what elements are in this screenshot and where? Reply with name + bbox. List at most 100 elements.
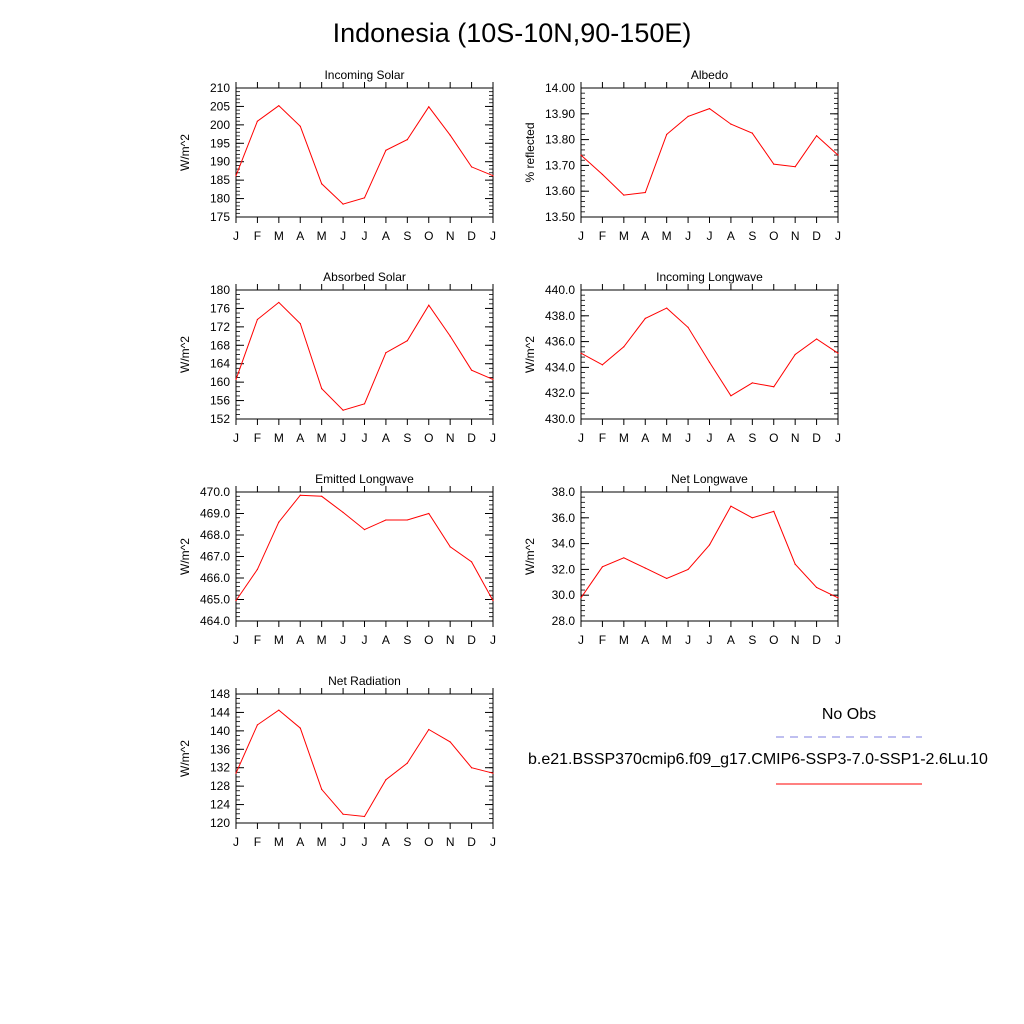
x-tick-label: M — [317, 431, 327, 445]
y-tick-label: 168 — [210, 338, 230, 352]
y-tick-label: 13.50 — [545, 210, 575, 224]
data-point — [299, 727, 301, 729]
legend-label: b.e21.BSSP370cmip6.f09_g17.CMIP6-SSP3-7.… — [528, 751, 988, 768]
x-tick-label: D — [467, 431, 476, 445]
y-tick-label: 469.0 — [200, 507, 230, 521]
page-title: Indonesia (10S-10N,90-150E) — [332, 18, 692, 48]
x-tick-label: M — [274, 835, 284, 849]
chart-panel-3: Absorbed Solar W/m^2 152 156 160 164 168 172 176… — [178, 270, 496, 445]
data-point — [470, 166, 473, 168]
y-tick-label: 132 — [210, 761, 230, 775]
data-point — [385, 352, 387, 354]
data-point — [299, 494, 301, 496]
data-point — [363, 403, 366, 405]
y-axis-label: W/m^2 — [523, 538, 537, 575]
x-tick-label: A — [641, 229, 649, 243]
data-point — [256, 724, 259, 726]
data-point — [815, 135, 818, 137]
y-tick-label: 190 — [210, 155, 230, 169]
chart-title: Absorbed Solar — [323, 270, 406, 284]
y-tick-label: 185 — [210, 173, 230, 187]
data-point — [342, 813, 344, 815]
data-point — [837, 597, 839, 599]
data-point — [730, 505, 732, 507]
y-tick-label: 156 — [210, 394, 230, 408]
chart-panel-4: Incoming Longwave W/m^2 430.0 432.0 434.0 436… — [523, 270, 841, 445]
y-tick-label: 205 — [210, 99, 230, 113]
data-point — [492, 772, 494, 774]
data-point — [278, 521, 280, 523]
data-point — [773, 163, 775, 165]
x-tick-label: M — [662, 633, 672, 647]
data-point — [644, 191, 646, 194]
x-tick-label: N — [446, 431, 455, 445]
data-point — [730, 395, 732, 397]
plot-frame — [580, 289, 839, 420]
y-tick-label: 124 — [210, 798, 230, 812]
y-tick-label: 210 — [210, 81, 230, 95]
data-point — [428, 728, 430, 731]
x-tick-label: J — [685, 229, 691, 243]
data-point — [321, 183, 323, 185]
x-tick-label: F — [254, 835, 261, 849]
data-point — [278, 301, 280, 304]
data-point — [708, 361, 711, 363]
x-tick-label: J — [707, 229, 713, 243]
data-point — [406, 139, 408, 141]
data-point — [321, 387, 323, 390]
y-tick-label: 195 — [210, 136, 230, 150]
y-tick-label: 430.0 — [545, 412, 575, 426]
x-tick-label: D — [812, 431, 821, 445]
y-tick-label: 152 — [210, 412, 230, 426]
x-tick-label: M — [662, 229, 672, 243]
x-tick-label: J — [490, 835, 496, 849]
data-point — [385, 779, 387, 781]
data-point — [449, 335, 451, 337]
x-tick-label: J — [685, 633, 691, 647]
x-tick-label: J — [835, 633, 841, 647]
chart-title: Incoming Solar — [324, 68, 404, 82]
data-point — [687, 568, 689, 571]
y-tick-label: 140 — [210, 724, 230, 738]
y-tick-label: 34.0 — [552, 537, 576, 551]
y-tick-label: 148 — [210, 687, 230, 701]
data-point — [449, 741, 451, 743]
data-point — [385, 519, 387, 521]
y-tick-label: 30.0 — [552, 588, 576, 602]
x-tick-label: S — [403, 835, 411, 849]
y-tick-label: 434.0 — [545, 360, 575, 374]
x-tick-label: M — [274, 633, 284, 647]
series-line — [235, 709, 494, 818]
series-line — [235, 494, 494, 601]
data-point — [580, 352, 582, 354]
data-point — [428, 304, 430, 306]
data-point — [278, 105, 280, 107]
data-point — [687, 326, 689, 329]
data-point — [601, 364, 604, 366]
x-tick-label: J — [835, 431, 841, 445]
chart-title: Net Radiation — [328, 674, 401, 688]
y-tick-label: 164 — [210, 357, 230, 371]
x-tick-label: A — [641, 431, 649, 445]
y-axis-label: W/m^2 — [178, 134, 192, 171]
data-point — [235, 175, 237, 177]
data-point — [601, 566, 604, 568]
data-point — [321, 495, 323, 497]
y-tick-label: 136 — [210, 742, 230, 756]
data-point — [751, 517, 753, 519]
x-tick-label: S — [748, 633, 756, 647]
y-tick-label: 176 — [210, 301, 230, 315]
y-axis-label: W/m^2 — [178, 740, 192, 777]
x-tick-label: S — [403, 633, 411, 647]
x-tick-label: J — [233, 835, 239, 849]
data-point — [730, 123, 732, 125]
data-point — [342, 203, 344, 205]
data-point — [751, 382, 753, 384]
x-tick-label: A — [382, 835, 390, 849]
series-line — [235, 301, 494, 411]
data-point — [751, 132, 753, 134]
plot-frame — [235, 491, 494, 622]
series-line — [580, 108, 839, 196]
